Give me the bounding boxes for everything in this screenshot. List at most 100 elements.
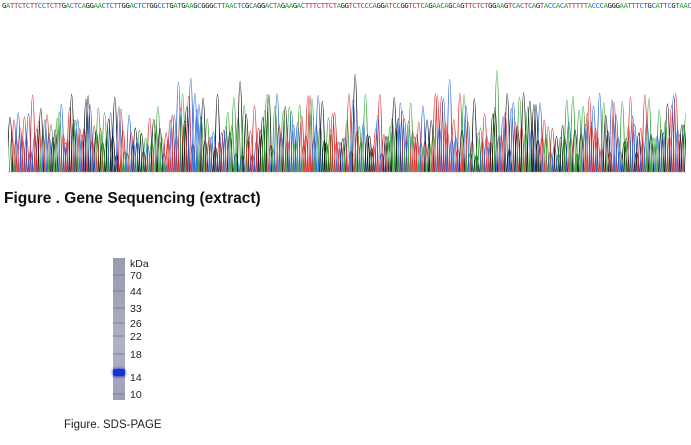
chromatogram-peak	[319, 100, 326, 173]
chromatogram-peak	[341, 137, 349, 173]
sequence-base: T	[320, 1, 325, 10]
chromatogram-peak	[376, 94, 383, 173]
chromatogram-peak	[265, 94, 272, 173]
sequence-base: C	[412, 1, 417, 10]
sequence-base: G	[125, 1, 130, 10]
chromatogram-peak	[29, 94, 36, 173]
chromatogram-peak	[670, 95, 677, 173]
sequence-base: G	[292, 1, 297, 10]
sequence-base: A	[296, 1, 301, 10]
protein-band	[113, 369, 125, 376]
sequence-base: T	[165, 1, 170, 10]
sequence-base: A	[531, 1, 536, 10]
chromatogram-peak	[87, 104, 94, 173]
sequence-base: A	[225, 1, 230, 10]
sequence-base: A	[93, 1, 98, 10]
sequence-base: T	[468, 1, 473, 10]
sequence-base: T	[217, 1, 222, 10]
chromatogram-peak	[462, 105, 470, 173]
chromatogram-peak	[407, 102, 414, 173]
sequence-base: T	[675, 1, 680, 10]
marker-band	[113, 290, 125, 292]
sequence-base: A	[284, 1, 289, 10]
chromatogram-peak	[452, 137, 459, 173]
marker-band	[113, 307, 125, 309]
chromatogram-peak	[78, 134, 86, 173]
sequence-base: A	[253, 1, 257, 10]
chromatogram-peak	[569, 96, 577, 173]
chromatogram-peak	[619, 100, 626, 173]
sequence-base: A	[229, 1, 234, 10]
chromatogram-peak	[263, 94, 270, 173]
sequence-base: A	[276, 1, 281, 10]
chromatogram-peak	[627, 96, 634, 173]
sequence-base: G	[344, 1, 349, 10]
sequence-base: C	[213, 1, 218, 10]
sequence-base: A	[81, 1, 86, 10]
sequence-base: C	[599, 1, 604, 10]
sequence-base: C	[547, 1, 552, 10]
chromatogram-peak	[154, 105, 162, 173]
sequence-base: C	[364, 1, 369, 10]
sequence-base: C	[472, 1, 477, 10]
sequence-base: G	[488, 1, 493, 10]
sequence-base: G	[448, 1, 453, 10]
sequence-base: T	[312, 1, 317, 10]
chromatogram-peak	[230, 97, 238, 173]
marker-band	[113, 376, 125, 378]
chromatogram-peak	[121, 150, 129, 173]
sequence-base: C	[316, 1, 321, 10]
sequence-base: G	[340, 1, 345, 10]
sequence-base: C	[109, 1, 114, 10]
sequence-text: GATTCTCTTCCTCTTGACTCAGGAACTCTTGGACTCTGGC…	[2, 1, 691, 12]
sequence-base: C	[440, 1, 445, 10]
sequence-base: T	[13, 1, 18, 10]
chromatogram-peak	[485, 142, 492, 173]
chromatogram-peak	[280, 110, 287, 173]
chromatogram-peak	[432, 93, 439, 173]
sequence-base: G	[85, 1, 90, 10]
chromatogram-peak	[460, 94, 468, 173]
sequence-base: G	[460, 1, 465, 10]
marker-label: 33	[130, 303, 142, 315]
sequence-base: C	[241, 1, 246, 10]
sequence-base: T	[356, 1, 361, 10]
sequence-base: T	[484, 1, 489, 10]
sequence-base: T	[408, 1, 413, 10]
sequence-base: G	[380, 1, 385, 10]
sequence-base: T	[464, 1, 469, 10]
sequence-base: A	[372, 1, 377, 10]
chromatogram-peak	[481, 113, 488, 173]
chromatogram-peak	[292, 139, 299, 173]
chromatogram-peak	[214, 93, 221, 173]
marker-label: 14	[130, 372, 142, 384]
chromatogram-peak	[590, 105, 597, 173]
sequence-base: A	[555, 1, 560, 10]
sequence-base: G	[181, 1, 186, 10]
chromatogram-peak	[399, 111, 406, 173]
sequence-base: T	[508, 1, 512, 10]
sequence-base: G	[2, 1, 6, 10]
sequence-base: T	[631, 1, 636, 10]
chromatogram-peak	[471, 98, 478, 173]
sequence-base: A	[264, 1, 269, 10]
chromatogram-peak	[672, 93, 679, 173]
sequence-base: G	[201, 1, 206, 10]
sequence-base: G	[647, 1, 652, 10]
sequence-base: A	[444, 1, 449, 10]
chromatogram-peak	[169, 114, 176, 173]
chromatogram-peak	[156, 128, 164, 173]
sequence-base: C	[595, 1, 600, 10]
sequence-base: A	[189, 1, 194, 10]
chromatogram-peak	[58, 103, 65, 173]
sequence-base: T	[9, 1, 14, 10]
sequence-base: C	[300, 1, 305, 10]
chromatogram-peak	[563, 99, 570, 173]
sequence-base: G	[492, 1, 497, 10]
sequence-base: A	[65, 1, 70, 10]
chromatogram-trace	[8, 70, 686, 173]
sequence-base: T	[177, 1, 182, 10]
sequence-base: T	[113, 1, 118, 10]
chromatogram-peak	[329, 113, 336, 173]
sequence-base: A	[543, 1, 548, 10]
